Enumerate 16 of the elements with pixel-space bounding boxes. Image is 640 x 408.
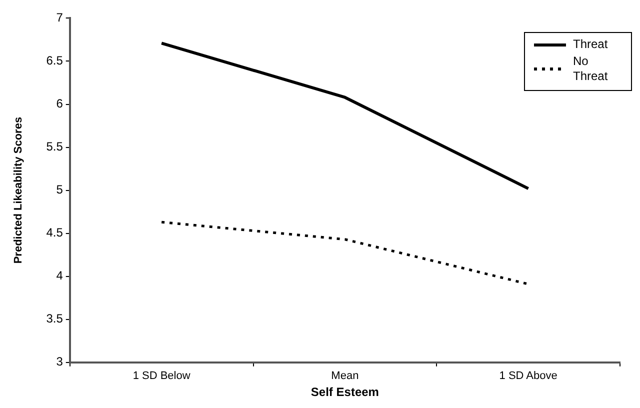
y-tick-label: 5.5 bbox=[46, 140, 64, 154]
y-tick-label: 3.5 bbox=[46, 312, 64, 326]
y-axis-title: Predicted Likeability Scores bbox=[12, 116, 25, 264]
y-tick-label: 3 bbox=[56, 354, 64, 369]
x-tick-label: 1 SD Above bbox=[499, 370, 558, 382]
y-tick-label: 6 bbox=[56, 96, 64, 111]
y-tick-label: 6.5 bbox=[46, 54, 64, 68]
y-tick-label: 7 bbox=[56, 10, 64, 25]
x-tick-label: Mean bbox=[331, 370, 359, 382]
y-tick-label: 5 bbox=[56, 182, 64, 197]
y-tick-label: 4 bbox=[56, 268, 64, 283]
y-tick-label: 4.5 bbox=[46, 226, 64, 240]
legend-label: No Threat bbox=[573, 54, 609, 84]
x-axis-title: Self Esteem bbox=[310, 385, 379, 400]
x-tick-label: 1 SD Below bbox=[132, 370, 190, 382]
legend-label: Threat bbox=[573, 37, 609, 52]
